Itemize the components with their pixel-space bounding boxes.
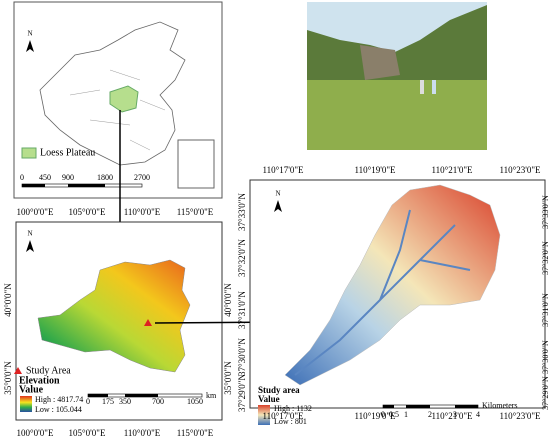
north-arrow: [26, 40, 34, 52]
legend-ramp: [20, 396, 32, 412]
scale-bar-segment: [455, 405, 478, 408]
lon-label: 110°0'0"E: [124, 207, 161, 217]
lon-label: 110°0'0"E: [124, 428, 161, 438]
regional-map: [14, 221, 223, 421]
lon-label: 100°0'0"E: [17, 428, 54, 438]
loess-plateau: [109, 85, 139, 113]
lat-label: 37°31'0"N: [237, 291, 247, 329]
lon-label: 110°21'0"E: [431, 411, 473, 421]
study-map: [249, 179, 546, 425]
lon-label: 105°0'0"E: [69, 207, 106, 217]
lat-label: 37°30'0"N: [237, 338, 247, 376]
lon-label: 110°23'0"E: [499, 165, 541, 175]
scale-label: 0: [381, 410, 385, 419]
legend-title: Value: [258, 394, 280, 404]
north-arrow: [274, 200, 282, 212]
scale-label: 2700: [134, 173, 150, 182]
person: [420, 80, 424, 94]
lon-label: 105°0'0"E: [69, 428, 106, 438]
legend-ramp: [258, 405, 270, 425]
scale-unit: Kilometers: [482, 401, 518, 410]
lat-label: 37°33'0"N: [541, 195, 550, 229]
north-label: N: [27, 230, 32, 238]
scale-label: 1: [404, 410, 408, 419]
lat-label: 35°0'0"N: [223, 361, 233, 395]
scale-label: 4: [476, 410, 480, 419]
scale-label: 700: [152, 397, 164, 406]
scale-bar-segment: [383, 405, 394, 408]
legend-high: High : 4817.74: [35, 395, 83, 404]
scale-bar-segment: [88, 394, 108, 397]
rock-face: [360, 45, 400, 80]
field-photo: [307, 2, 487, 150]
legend-title: Study area: [258, 385, 300, 395]
lat-label: 37°29'0"N: [541, 376, 550, 410]
lat-label: 35°0'0"N: [3, 361, 13, 395]
scale-bar-segment: [125, 394, 158, 397]
province-lines: [69, 69, 166, 151]
scale-label: 2: [428, 410, 432, 419]
scale-unit: km: [206, 391, 217, 400]
lat-label: 40°0'0"N: [3, 283, 13, 317]
lat-label: 37°32'0"N: [237, 239, 247, 277]
legend-marker: [14, 367, 22, 374]
scale-bar-segment: [68, 184, 105, 187]
grass: [307, 80, 487, 150]
lat-label: 37°33'0"N: [237, 193, 247, 231]
scale-label: 175: [102, 397, 114, 406]
study-area-marker: [144, 319, 152, 326]
person: [432, 80, 436, 94]
scale-label: 0.5: [389, 410, 399, 419]
legend-high: High : 1132: [274, 404, 312, 413]
legend-title: Value: [19, 384, 44, 395]
legend-low: Low : 801: [274, 417, 307, 426]
inset-frame: [177, 139, 215, 189]
north-label: N: [275, 190, 280, 198]
legend-label: Study Area: [26, 365, 71, 376]
scale-label: 3: [453, 410, 457, 419]
scale-label: 0: [20, 173, 24, 182]
lat-label: 37°32'0"N: [541, 241, 550, 275]
scale-label: 450: [39, 173, 51, 182]
scale-bar-segment: [406, 405, 430, 408]
scale-label: 1800: [97, 173, 113, 182]
scale-bar-segment: [22, 184, 45, 187]
legend-label: Loess Plateau: [40, 147, 95, 158]
north-arrow: [26, 240, 34, 252]
lon-label: 110°17'0"E: [262, 165, 304, 175]
loess-plateau-dem: [37, 259, 191, 373]
lat-label: 37°29'0"N: [237, 374, 247, 412]
scale-label: 350: [119, 397, 131, 406]
lon-label: 110°21'0"E: [431, 165, 473, 175]
legend-title: Elevation: [19, 375, 60, 386]
drainage: [294, 209, 471, 376]
legend-low: Low : 105.044: [35, 405, 82, 414]
lat-label: 40°0'0"N: [223, 283, 233, 317]
lat-label: 37°31'0"N: [541, 293, 550, 327]
lon-label: 115°0'0"E: [177, 428, 214, 438]
scale-label: 0: [86, 397, 90, 406]
overview-map: [13, 1, 223, 199]
hills: [307, 5, 487, 95]
legend-swatch: [21, 147, 37, 159]
lon-label: 110°19'0"E: [354, 165, 396, 175]
lon-label: 100°0'0"E: [17, 207, 54, 217]
lon-label: 110°23'0"E: [499, 411, 541, 421]
lon-label: 110°17'0"E: [262, 411, 304, 421]
scale-label: 900: [62, 173, 74, 182]
north-label: N: [27, 30, 32, 38]
lon-label: 110°19'0"E: [354, 411, 396, 421]
lat-label: 37°30'0"N: [541, 340, 550, 374]
scale-label: 1050: [187, 397, 203, 406]
lon-label: 115°0'0"E: [177, 207, 214, 217]
